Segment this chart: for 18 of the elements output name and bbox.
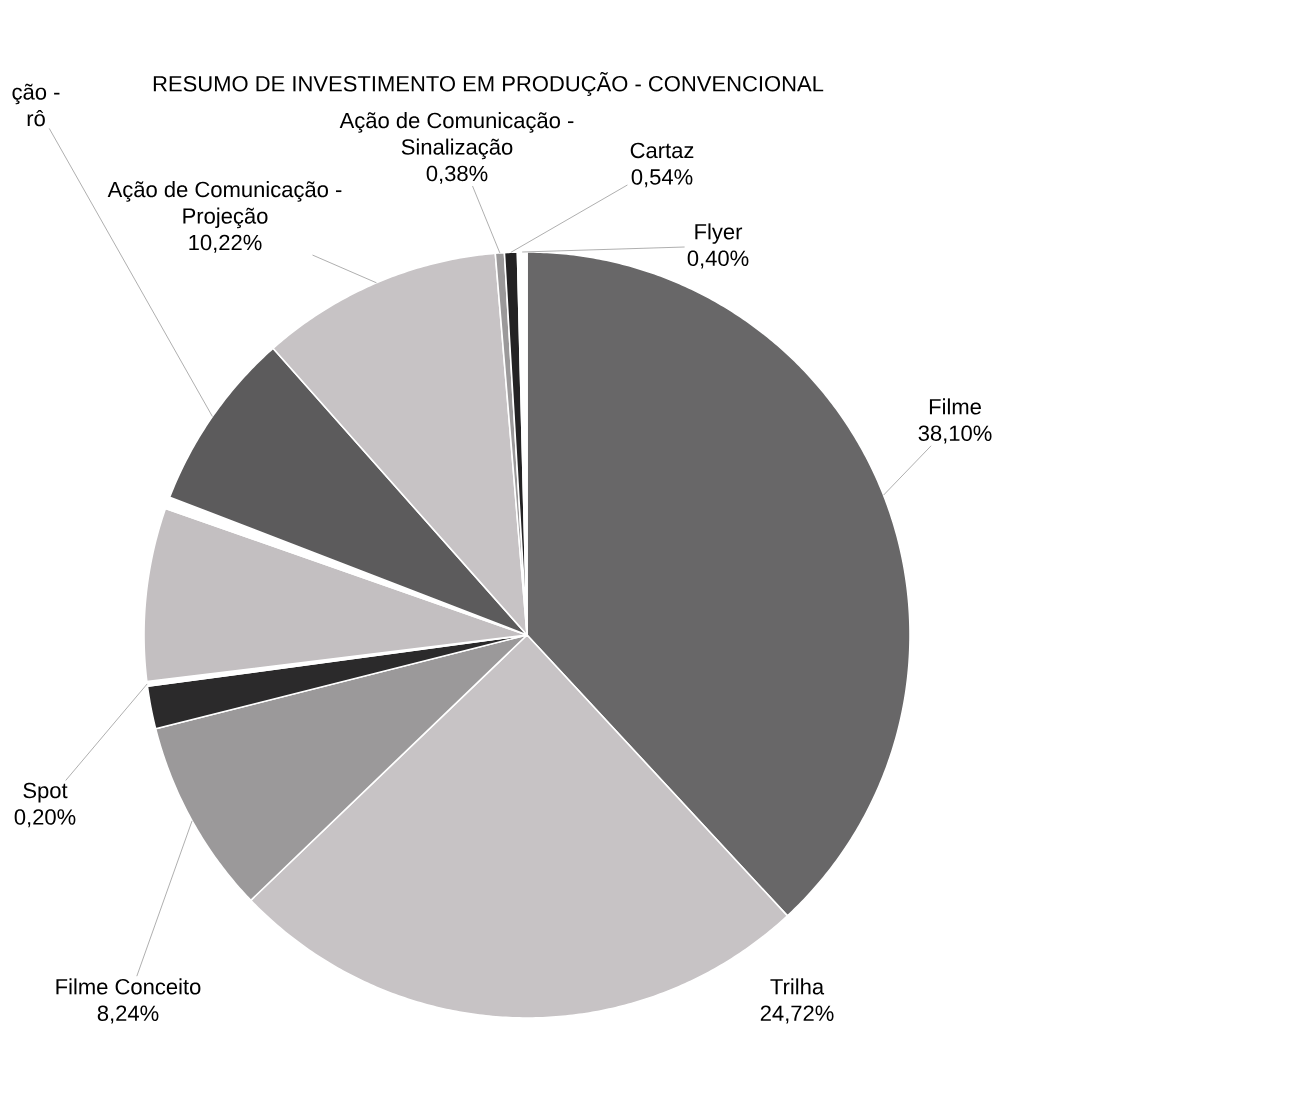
- slice-label: Flyer: [695, 223, 743, 244]
- data-label: 0,20%: [14, 809, 76, 828]
- slice-label: Filme: [929, 398, 981, 415]
- slice-label: Ação de Comunicação - Projeção: [107, 181, 342, 229]
- slice-label: Filme Conceito: [56, 978, 201, 995]
- slice-label: Trilha: [770, 978, 825, 995]
- slice-label: Cartaz: [630, 142, 694, 159]
- data-label: 24,72%: [760, 1005, 834, 1024]
- data-label: 8,24%: [97, 1005, 159, 1024]
- slice-label: Ação de Comunicação - Sinalização: [339, 112, 574, 160]
- data-label: 10,22%: [189, 234, 262, 253]
- data-label: 0,38%: [426, 165, 488, 184]
- slice-label: Spot: [23, 782, 68, 803]
- data-label: 0,40%: [687, 250, 749, 269]
- data-label: 38,10%: [918, 425, 992, 444]
- slice-label: ção - rô: [12, 83, 60, 127]
- chart-title: RESUMO DE INVESTIMENTO EM PRODUÇÃO - CONVENCIONAL: [153, 71, 824, 96]
- data-label: 0,54%: [631, 169, 693, 188]
